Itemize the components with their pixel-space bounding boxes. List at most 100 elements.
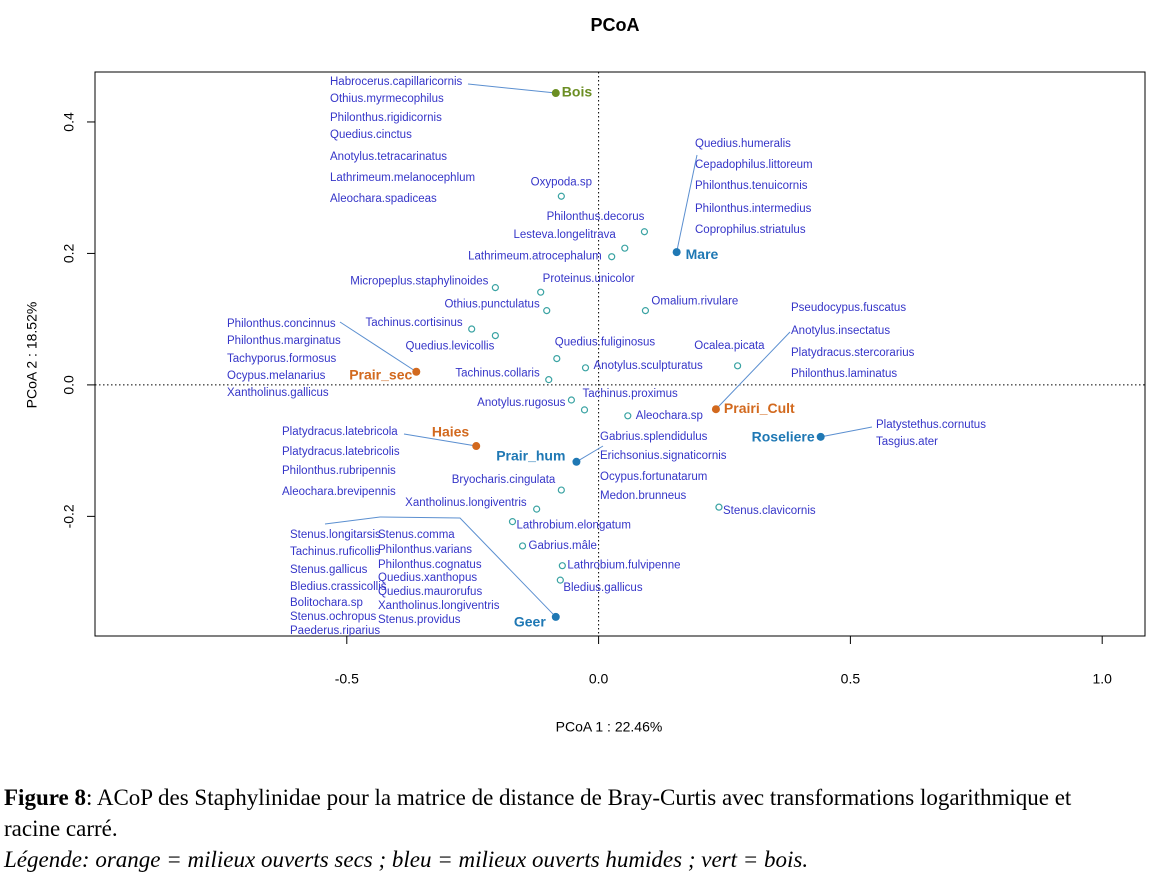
species-label: Stenus.clavicornis bbox=[723, 505, 816, 517]
species-label: Quedius.levicollis bbox=[406, 341, 495, 353]
leader-line bbox=[467, 83, 556, 94]
site-species-label: Platydracus.latebricolis bbox=[282, 446, 400, 458]
site-species-label: Ocypus.fortunatarum bbox=[600, 471, 707, 483]
site-label: Prairi_Cult bbox=[724, 400, 795, 416]
species-point bbox=[558, 562, 566, 570]
species-label: Lathrimeum.atrocephalum bbox=[468, 251, 602, 263]
species-label: Proteinus.unicolor bbox=[543, 273, 635, 285]
site-label: Prair_hum bbox=[496, 448, 565, 464]
species-point bbox=[533, 505, 541, 513]
site-species-label: Philonthus.intermedius bbox=[695, 203, 812, 215]
species-label: Xantholinus.longiventris bbox=[405, 497, 527, 509]
site-species-label: Gabrius.splendidulus bbox=[600, 431, 708, 443]
site-point bbox=[551, 612, 560, 621]
species-point bbox=[468, 325, 476, 333]
species-point bbox=[621, 244, 629, 252]
site-species-label: Quedius.humeralis bbox=[695, 138, 791, 150]
species-point bbox=[537, 288, 545, 296]
species-point bbox=[567, 396, 576, 404]
species-label: Bryocharis.cingulata bbox=[452, 474, 556, 486]
site-species-label: Aleochara.spadiceas bbox=[330, 193, 437, 205]
site-point bbox=[672, 248, 681, 257]
site-label: Prair_sec bbox=[349, 366, 412, 382]
species-point bbox=[581, 364, 590, 372]
site-species-label: Xantholinus.gallicus bbox=[227, 387, 329, 399]
chart-title: PCoA bbox=[591, 15, 640, 35]
leader-line bbox=[403, 433, 477, 447]
site-species-label: Platystethus.cornutus bbox=[876, 419, 986, 431]
figure-caption: Figure 8: ACoP des Staphylinidae pour la… bbox=[4, 782, 1124, 875]
site-species-label: Philonthus.rubripennis bbox=[282, 465, 396, 477]
figure-number: Figure 8 bbox=[4, 785, 86, 810]
leader-line bbox=[676, 154, 698, 253]
caption-text: : ACoP des Staphylinidae pour la matrice… bbox=[4, 785, 1072, 841]
site-species-label: Paederus.riparius bbox=[290, 625, 380, 637]
species-point bbox=[556, 576, 564, 584]
site-species-label: Stenus.gallicus bbox=[290, 564, 368, 576]
species-point bbox=[557, 192, 565, 200]
site-species-label: Othius.myrmecophilus bbox=[330, 93, 444, 105]
species-label: Anotylus.rugosus bbox=[477, 397, 565, 409]
y-tick-label: -0.2 bbox=[61, 504, 77, 528]
site-species-label: Quedius.xanthopus bbox=[378, 572, 477, 584]
site-species-label: Ocypus.melanarius bbox=[227, 370, 326, 382]
site-species-label: Stenus.ochropus bbox=[290, 611, 377, 623]
species-label: Micropeplus.staphylinoides bbox=[350, 276, 488, 288]
site-species-label: Philonthus.rigidicornis bbox=[330, 112, 442, 124]
site-species-label: Quedius.cinctus bbox=[330, 129, 412, 141]
species-label: Bledius.gallicus bbox=[563, 582, 643, 594]
species-label: Lathrobium.fulvipenne bbox=[567, 560, 680, 572]
site-species-label: Erichsonius.signaticornis bbox=[600, 450, 727, 462]
y-tick-label: 0.2 bbox=[61, 243, 77, 263]
site-point bbox=[572, 457, 581, 466]
species-label: Tachinus.proximus bbox=[582, 388, 677, 400]
leader-line bbox=[715, 331, 791, 410]
species-label: Anotylus.sculpturatus bbox=[594, 360, 704, 372]
species-point bbox=[608, 253, 616, 261]
site-species-label: Philonthus.marginatus bbox=[227, 335, 341, 347]
species-point bbox=[545, 376, 553, 384]
site-point bbox=[412, 367, 421, 376]
site-species-label: Medon.brunneus bbox=[600, 490, 687, 502]
species-point bbox=[640, 228, 649, 236]
site-species-label: Pseudocypus.fuscatus bbox=[791, 302, 906, 314]
species-point bbox=[508, 518, 517, 526]
x-tick-label: 0.5 bbox=[841, 671, 861, 687]
site-species-label: Tachyporus.formosus bbox=[227, 353, 337, 365]
species-label: Tachinus.cortisinus bbox=[366, 317, 463, 329]
plot-frame bbox=[94, 71, 1146, 637]
y-tick-label: 0.0 bbox=[61, 375, 77, 395]
leader-line bbox=[339, 321, 417, 373]
species-point bbox=[518, 542, 527, 550]
species-point bbox=[491, 284, 499, 292]
site-species-label: Platydracus.latebricola bbox=[282, 426, 398, 438]
species-point bbox=[624, 412, 632, 420]
site-species-label: Tachinus.ruficollis bbox=[290, 546, 380, 558]
species-point bbox=[557, 486, 565, 494]
site-species-label: Philonthus.varians bbox=[378, 544, 472, 556]
site-species-label: Coprophilus.striatulus bbox=[695, 224, 806, 236]
site-point bbox=[551, 89, 560, 98]
site-label: Haies bbox=[432, 424, 470, 440]
leader-line bbox=[324, 516, 557, 618]
species-label: Philonthus.decorus bbox=[547, 211, 645, 223]
species-point bbox=[733, 362, 742, 370]
site-label: Roseliere bbox=[752, 429, 815, 445]
site-species-label: Anotylus.tetracarinatus bbox=[330, 151, 447, 163]
site-label: Geer bbox=[514, 614, 546, 630]
site-label: Mare bbox=[686, 246, 719, 262]
site-species-label: Philonthus.concinnus bbox=[227, 318, 336, 330]
chart: PCoA PCoA 1 : 22.46% PCoA 2 : 18.52% -0.… bbox=[24, 15, 1146, 735]
site-species-label: Quedius.maurorufus bbox=[378, 586, 482, 598]
species-label: Gabrius.mâle bbox=[529, 540, 597, 552]
species-label: Oxypoda.sp bbox=[531, 176, 592, 188]
x-axis-title: PCoA 1 : 22.46% bbox=[556, 719, 663, 735]
caption-legend: Légende: orange = milieux ouverts secs ;… bbox=[4, 847, 809, 872]
site-species-label: Bledius.crassicollis bbox=[290, 581, 387, 593]
species-point bbox=[641, 307, 650, 315]
site-species-label: Philonthus.laminatus bbox=[791, 368, 897, 380]
site-point bbox=[711, 405, 720, 414]
site-species-label: Tasgius.ater bbox=[876, 436, 938, 448]
site-species-label: Stenus.comma bbox=[378, 529, 455, 541]
